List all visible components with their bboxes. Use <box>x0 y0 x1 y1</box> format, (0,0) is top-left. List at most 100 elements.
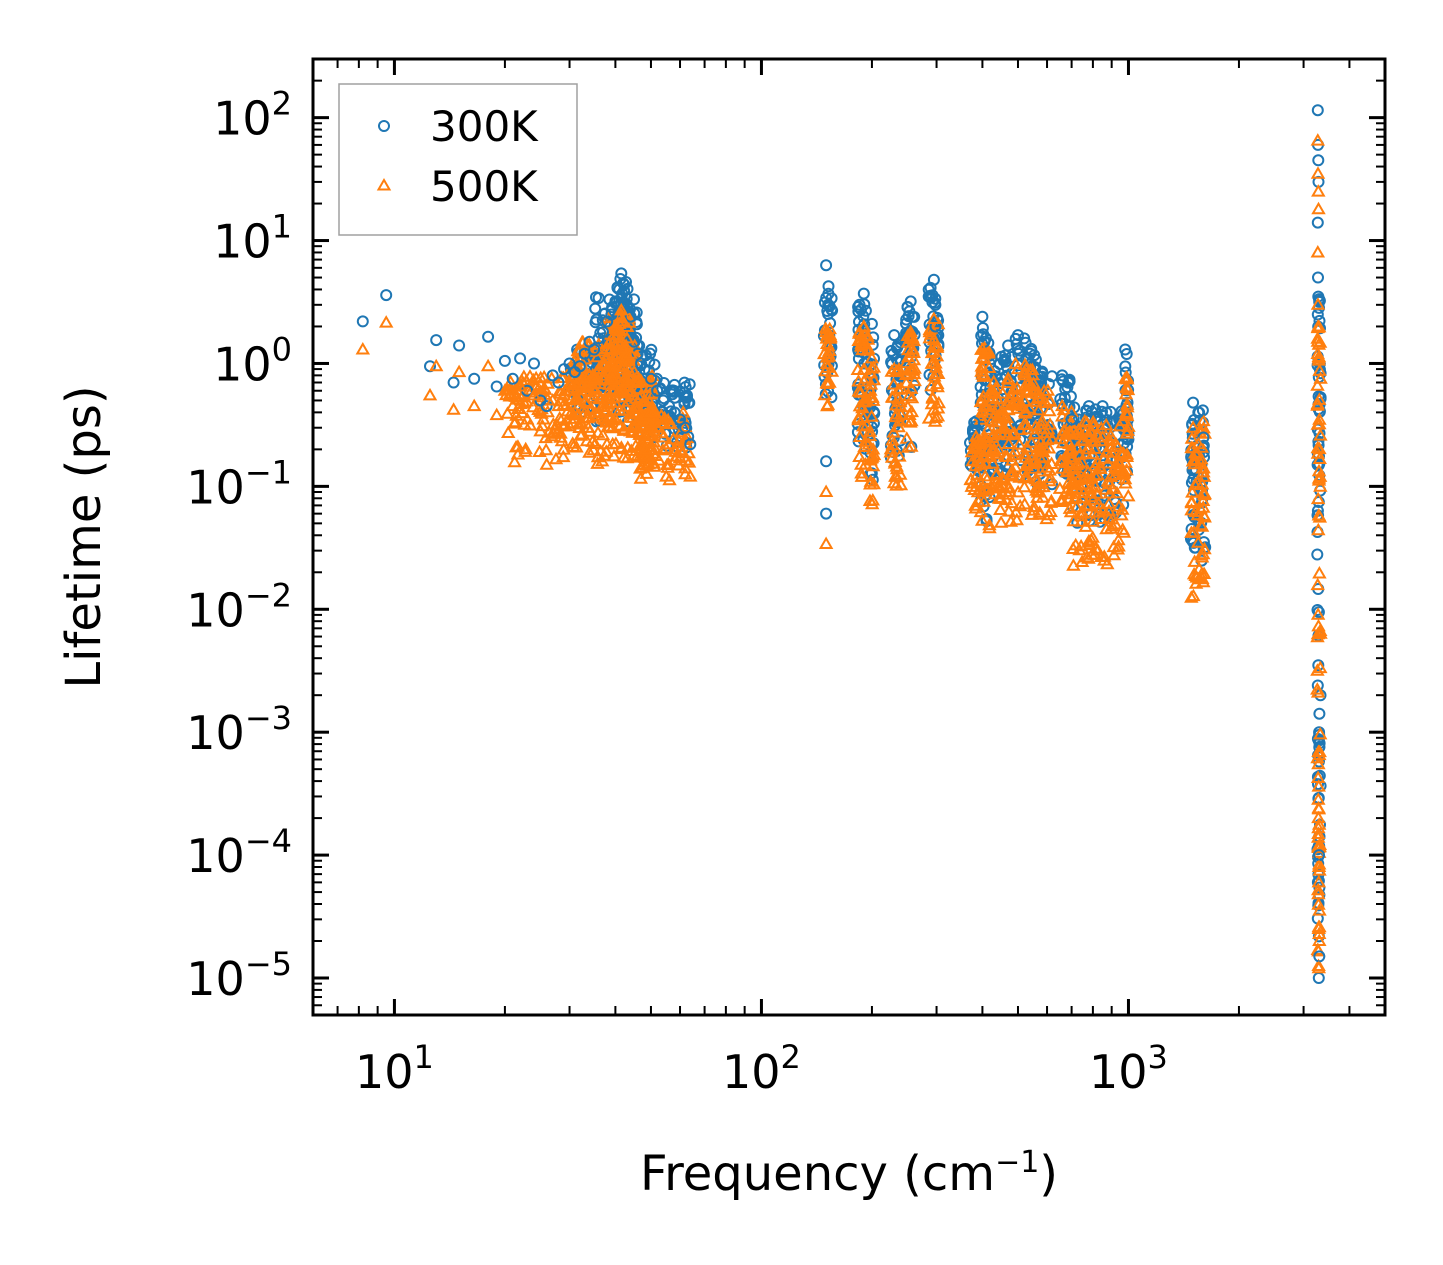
band-point-500k <box>975 484 990 497</box>
band-point-500k <box>590 425 606 438</box>
band-point-500k <box>923 321 939 334</box>
band-point-500k <box>886 475 902 489</box>
point-500k <box>630 375 645 388</box>
point-300k <box>888 329 901 342</box>
point-300k <box>430 334 443 347</box>
band-point-500k <box>1093 420 1109 434</box>
band-point-500k <box>1106 547 1122 561</box>
band-point-500k <box>610 359 626 372</box>
point-300k <box>820 507 833 520</box>
point-500k <box>626 364 642 378</box>
band-point-500k <box>666 431 681 445</box>
band-point-500k <box>1195 493 1211 506</box>
band-point-500k <box>540 376 555 389</box>
point-500k <box>480 358 496 372</box>
band-point-300k <box>668 384 681 397</box>
point-500k <box>661 436 677 450</box>
band-point-500k <box>1196 500 1211 513</box>
point-500k <box>604 342 619 355</box>
band-point-500k <box>568 377 583 391</box>
point-500k <box>586 371 602 384</box>
band-point-500k <box>1119 380 1135 394</box>
band-point-500k <box>616 421 632 435</box>
band-point-500k <box>1030 490 1045 503</box>
band-point-500k <box>1096 451 1112 464</box>
band-point-500k <box>993 425 1008 438</box>
band-point-500k <box>1064 404 1079 417</box>
band-point-500k <box>1310 629 1325 643</box>
band-point-500k <box>1052 431 1068 445</box>
y-tick-label: 100 <box>213 330 292 391</box>
band-point-500k <box>1036 479 1051 493</box>
band-point-500k <box>1105 481 1121 494</box>
band-point-500k <box>619 375 634 389</box>
band-point-500k <box>538 442 554 456</box>
band-point-500k <box>655 415 671 428</box>
band-point-500k <box>592 391 607 405</box>
band-point-500k <box>1007 444 1023 457</box>
band-point-500k <box>863 377 879 390</box>
band-point-500k <box>863 383 878 396</box>
band-point-300k <box>922 283 935 296</box>
y-tick-label: 102 <box>213 85 292 146</box>
band-point-500k <box>1031 402 1046 416</box>
band-point-500k <box>1119 449 1135 462</box>
band-point-500k <box>579 433 595 447</box>
band-point-500k <box>1104 445 1119 458</box>
band-point-500k <box>1022 401 1037 414</box>
band-point-500k <box>586 442 601 456</box>
point-500k <box>637 393 652 406</box>
legend-label-500k: 500K <box>430 162 539 211</box>
x-tick-label: 103 <box>1089 1038 1168 1099</box>
band-point-500k <box>1085 530 1100 543</box>
band-point-500k <box>1310 577 1325 591</box>
point-500k <box>1010 361 1026 375</box>
point-500k <box>451 364 467 378</box>
band-point-500k <box>1108 516 1123 530</box>
band-point-300k <box>603 293 616 306</box>
point-300k <box>1096 400 1109 413</box>
point-500k <box>683 469 698 482</box>
band-point-500k <box>626 448 641 461</box>
point-500k <box>1185 420 1201 433</box>
band-point-500k <box>1184 495 1199 509</box>
band-point-500k <box>1043 470 1058 484</box>
band-point-300k <box>977 328 990 341</box>
band-point-500k <box>606 448 622 462</box>
band-point-500k <box>1312 416 1327 430</box>
band-point-500k <box>1311 779 1326 792</box>
point-300k <box>1313 950 1326 963</box>
band-point-500k <box>1024 435 1039 448</box>
band-point-500k <box>1312 566 1327 579</box>
band-point-500k <box>605 371 621 385</box>
band-point-500k <box>1005 386 1021 399</box>
point-300k <box>651 384 664 397</box>
point-500k <box>1310 166 1326 179</box>
point-500k <box>886 361 902 375</box>
point-500k <box>1311 201 1326 215</box>
band-point-500k <box>1087 505 1103 518</box>
point-300k <box>1012 329 1024 342</box>
band-point-500k <box>1009 380 1025 394</box>
point-300k <box>853 298 866 311</box>
band-point-500k <box>1121 488 1136 502</box>
data-points <box>355 104 1328 984</box>
band-point-500k <box>1101 496 1117 509</box>
band-point-500k <box>976 494 992 507</box>
band-point-500k <box>1066 558 1081 571</box>
band-point-500k <box>562 418 577 432</box>
band-point-500k <box>643 374 658 387</box>
band-point-500k <box>1083 489 1099 503</box>
band-point-500k <box>597 412 613 425</box>
band-point-500k <box>507 454 522 468</box>
band-point-500k <box>601 392 616 405</box>
band-point-500k <box>907 373 922 387</box>
band-point-500k <box>1042 417 1058 430</box>
band-point-500k <box>1100 474 1116 487</box>
band-point-500k <box>619 383 635 396</box>
y-tick-label: 10−2 <box>186 576 292 637</box>
band-point-500k <box>1008 459 1023 473</box>
band-point-500k <box>642 394 657 407</box>
band-point-500k <box>925 391 940 404</box>
